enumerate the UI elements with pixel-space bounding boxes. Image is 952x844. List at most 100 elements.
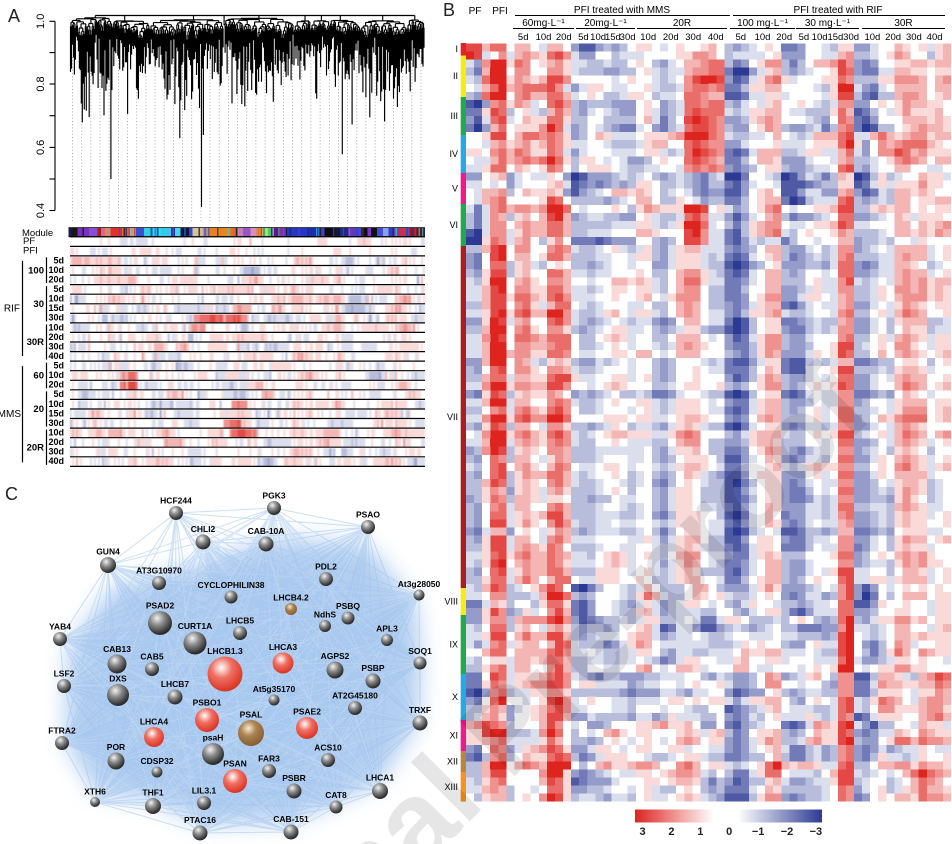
svg-text:5d: 5d (799, 32, 810, 43)
svg-text:5d: 5d (736, 32, 747, 43)
svg-text:ACS10: ACS10 (314, 743, 342, 753)
svg-text:FTRA2: FTRA2 (48, 726, 76, 736)
svg-text:40d: 40d (927, 32, 943, 43)
svg-text:PGK3: PGK3 (262, 491, 285, 501)
svg-text:20R: 20R (27, 442, 45, 453)
svg-text:LHCB7: LHCB7 (161, 679, 190, 689)
svg-text:PSBO1: PSBO1 (193, 698, 222, 708)
svg-text:CAB-10A: CAB-10A (248, 526, 285, 536)
svg-text:5d: 5d (53, 255, 64, 265)
svg-text:CAB5: CAB5 (140, 652, 163, 662)
svg-text:10d: 10d (590, 32, 606, 43)
svg-text:LHCB4.2: LHCB4.2 (273, 593, 309, 603)
svg-text:20d: 20d (556, 32, 572, 43)
svg-text:30d: 30d (48, 447, 64, 457)
svg-text:APL3: APL3 (376, 624, 398, 634)
svg-text:20d: 20d (48, 437, 64, 447)
svg-text:30d: 30d (620, 32, 636, 43)
svg-text:0: 0 (726, 826, 732, 838)
svg-text:LHCA3: LHCA3 (269, 642, 298, 652)
svg-text:MMS: MMS (0, 409, 21, 420)
svg-text:A: A (8, 6, 20, 26)
svg-text:At3g28050: At3g28050 (398, 579, 441, 589)
svg-text:AT3G10970: AT3G10970 (136, 566, 182, 576)
svg-text:30 mg·L⁻¹: 30 mg·L⁻¹ (805, 18, 851, 29)
svg-text:30R: 30R (894, 18, 912, 29)
svg-text:60mg·L⁻¹: 60mg·L⁻¹ (522, 18, 565, 29)
svg-text:10d: 10d (48, 399, 64, 409)
svg-text:20d: 20d (776, 32, 792, 43)
svg-text:PSAL: PSAL (240, 710, 263, 720)
svg-text:Module: Module (22, 228, 53, 239)
svg-text:2: 2 (668, 826, 674, 838)
svg-text:XIII: XIII (444, 782, 458, 792)
svg-text:10d: 10d (48, 294, 64, 304)
svg-text:THF1: THF1 (142, 788, 164, 798)
svg-text:30: 30 (33, 299, 44, 310)
svg-text:At5g35170: At5g35170 (253, 684, 296, 694)
svg-text:20d: 20d (48, 274, 64, 284)
svg-text:30d: 30d (48, 341, 64, 351)
svg-text:PSBQ: PSBQ (336, 601, 360, 611)
svg-text:30d: 30d (685, 32, 701, 43)
svg-text:20: 20 (33, 404, 44, 415)
svg-text:psaH: psaH (203, 733, 224, 743)
svg-text:III: III (450, 111, 458, 121)
svg-text:10d: 10d (48, 370, 64, 380)
svg-text:PSAD2: PSAD2 (146, 601, 175, 611)
svg-text:LHCB1.3: LHCB1.3 (207, 646, 243, 656)
svg-text:NdhS: NdhS (314, 610, 337, 620)
svg-text:II: II (453, 71, 458, 81)
svg-text:5d: 5d (53, 389, 64, 399)
svg-text:0.6: 0.6 (35, 140, 47, 155)
svg-text:AGPS2: AGPS2 (321, 651, 350, 661)
svg-text:GUN4: GUN4 (96, 547, 120, 557)
svg-text:LHCA1: LHCA1 (366, 773, 395, 783)
svg-text:B: B (443, 0, 455, 20)
svg-text:LHCA4: LHCA4 (140, 717, 169, 727)
svg-text:20R: 20R (673, 18, 691, 29)
svg-text:CAB13: CAB13 (103, 644, 131, 654)
svg-text:LIL3.1: LIL3.1 (192, 786, 217, 796)
svg-text:20mg·L⁻¹: 20mg·L⁻¹ (584, 18, 627, 29)
svg-text:CDSP32: CDSP32 (140, 756, 173, 766)
svg-text:PDL2: PDL2 (315, 562, 337, 572)
svg-text:15d: 15d (48, 303, 64, 313)
svg-text:VII: VII (447, 412, 458, 422)
svg-text:0.8: 0.8 (35, 76, 47, 91)
svg-text:10d: 10d (755, 32, 771, 43)
svg-text:10d: 10d (812, 32, 828, 43)
svg-text:30d: 30d (906, 32, 922, 43)
svg-text:100: 100 (28, 266, 44, 277)
svg-text:1.0: 1.0 (35, 14, 47, 29)
svg-text:IX: IX (449, 640, 458, 650)
svg-text:YAB4: YAB4 (49, 622, 71, 632)
svg-text:10d: 10d (864, 32, 880, 43)
svg-text:HCF244: HCF244 (160, 496, 192, 506)
svg-text:60: 60 (33, 371, 44, 382)
svg-text:PSBR: PSBR (282, 773, 306, 783)
svg-text:−3: −3 (810, 826, 823, 838)
svg-text:20d: 20d (885, 32, 901, 43)
svg-text:AT2G45180: AT2G45180 (332, 691, 378, 701)
svg-text:CHLI2: CHLI2 (191, 524, 216, 534)
svg-text:5d: 5d (578, 32, 589, 43)
svg-text:PTAC16: PTAC16 (184, 815, 216, 825)
svg-text:10d: 10d (48, 428, 64, 438)
svg-text:−2: −2 (781, 826, 794, 838)
svg-text:DXS: DXS (109, 674, 127, 684)
svg-text:PSAO: PSAO (356, 510, 380, 520)
svg-text:PFI treated with RIF: PFI treated with RIF (794, 5, 883, 16)
svg-text:5d: 5d (53, 361, 64, 371)
svg-text:5d: 5d (518, 32, 529, 43)
svg-text:XII: XII (447, 757, 458, 767)
svg-text:15d: 15d (827, 32, 843, 43)
svg-text:LHCB5: LHCB5 (226, 616, 255, 626)
svg-text:PFI: PFI (492, 6, 508, 17)
svg-text:CAT8: CAT8 (325, 790, 347, 800)
svg-text:XI: XI (449, 731, 458, 741)
svg-text:PF: PF (469, 6, 482, 17)
svg-text:15d: 15d (48, 408, 64, 418)
svg-text:C: C (5, 484, 18, 504)
svg-text:5d: 5d (53, 284, 64, 294)
